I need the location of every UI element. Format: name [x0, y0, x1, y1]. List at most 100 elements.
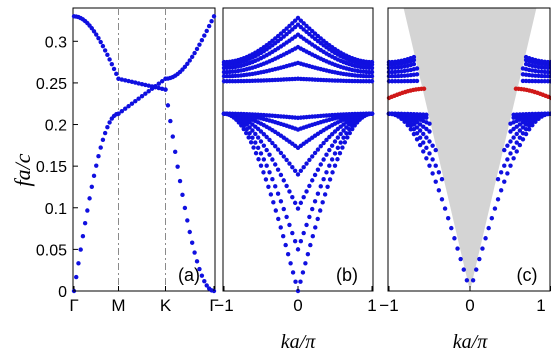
- panel-b-lower-band-point: [287, 189, 292, 194]
- panel-b-lower-band-point: [298, 168, 304, 173]
- panel-c-band-point: [417, 112, 423, 117]
- panel-b-lower-band-point: [267, 170, 272, 175]
- panel-a-band-0-point: [102, 130, 108, 136]
- panel-b-lower-band-point: [244, 130, 249, 136]
- panel-b-lower-band-point: [335, 135, 341, 140]
- panel-b-lower-band-point: [335, 145, 341, 151]
- panel-b-lower-band-point: [256, 157, 261, 162]
- panel-c-band-point: [508, 163, 513, 168]
- panel-b-lower-band-point: [251, 145, 256, 150]
- panel-c-band-point: [389, 69, 395, 75]
- panel-a-band-0-point: [156, 81, 161, 86]
- panel-b-lower-band-point: [298, 238, 304, 244]
- panel-b-lower-band-point: [287, 222, 292, 228]
- panel-c-xtick-label: 0: [465, 296, 474, 315]
- panel-a-band-0-point: [98, 145, 103, 150]
- panel-b-lower-band-point: [304, 161, 309, 166]
- panel-a-band-0-point: [136, 96, 141, 101]
- panel-a-xtick-label: M: [111, 296, 125, 315]
- panel-b-lower-band-point: [273, 208, 278, 213]
- panel-b-xtick-label: −1: [214, 296, 233, 315]
- panel-c-band-point: [523, 122, 529, 127]
- y-tick-label: 0.3: [45, 34, 67, 51]
- panel-b-lower-band-point: [329, 143, 335, 148]
- panel-b-lower-band-point: [307, 157, 312, 163]
- panel-b-lower-band-point: [298, 279, 303, 284]
- panel-c-band-point: [430, 171, 435, 176]
- panel-a-band-1-point: [197, 266, 202, 272]
- panel-c-band-point: [517, 128, 523, 133]
- panel-b-lower-band-point: [261, 170, 266, 175]
- panel-c-band-point: [424, 135, 429, 140]
- panel-b-lower-band-point: [327, 147, 332, 153]
- panel-c-band-point: [517, 135, 523, 140]
- panel-b-lower-band-point: [246, 135, 251, 140]
- panel-a-band-0-point: [199, 38, 205, 43]
- panel-a-band-1-point: [173, 149, 178, 155]
- panel-b-upper-band-point: [369, 69, 375, 75]
- panel-c-band-point: [427, 121, 432, 126]
- panel-c-band-point: [545, 79, 551, 84]
- panel-c-band-point: [393, 111, 398, 116]
- panel-a-band-1-point: [143, 82, 148, 88]
- panel-c-band-point: [492, 206, 498, 211]
- panel-b-lower-band-point: [308, 242, 313, 248]
- panel-a-band-1-point: [126, 78, 131, 84]
- panel-c-band-point: [514, 140, 519, 145]
- panel-a-band-0-point: [204, 28, 209, 34]
- panel-a-band-0-point: [80, 234, 86, 239]
- panel-b-lower-band-point: [270, 157, 275, 162]
- panel-b-lower-band-point: [264, 134, 269, 140]
- panel-b-lower-band-point: [310, 206, 315, 212]
- panel-c-band-point: [417, 142, 423, 148]
- panel-a-label: (a): [178, 265, 200, 285]
- panel-a-band-0-point: [78, 247, 83, 252]
- panel-b-lower-band-point: [324, 152, 329, 157]
- panel-c-band-point: [545, 69, 551, 75]
- panel-c-band-point: [511, 156, 516, 161]
- panel-b-lower-band-point: [278, 199, 284, 204]
- panel-b-lower-band-point: [321, 176, 326, 182]
- panel-a-band-0-point: [74, 274, 79, 280]
- panel-c-band-point: [536, 73, 541, 79]
- panel-b-lower-band-point: [273, 144, 278, 149]
- panel-b-lower-band-point: [264, 163, 269, 168]
- panel-a-band-1-point: [98, 39, 103, 45]
- panel-a-band-0-point: [139, 94, 145, 99]
- y-tick-label: 0.25: [36, 76, 67, 93]
- panel-b-lower-band-point: [344, 125, 349, 130]
- panel-b-lower-band-point: [278, 150, 284, 156]
- panel-c-band-point: [514, 124, 519, 129]
- panel-c-band-point: [408, 127, 414, 132]
- panel-c-band-point: [545, 65, 551, 71]
- panel-c-band-point: [414, 78, 420, 84]
- panel-c-band-point: [533, 111, 538, 117]
- panel-b-upper-band-point: [284, 26, 289, 31]
- panel-a-band-1-point: [165, 103, 171, 108]
- panel-b-lower-band-point: [310, 234, 315, 239]
- panel-a-band-1-point: [94, 32, 99, 37]
- panel-b-lower-band-point: [255, 145, 261, 151]
- panel-c-band-point: [520, 131, 526, 136]
- panel-c-band-point: [414, 131, 420, 136]
- panel-b-lower-band-point: [312, 150, 318, 156]
- panel-c-band-point: [511, 135, 516, 140]
- panel-c-frame: [387, 7, 551, 292]
- panel-b-lower-band-point: [278, 225, 283, 230]
- panel-b-lower-band-point: [261, 131, 267, 137]
- panel-c-band-point: [433, 179, 438, 184]
- y-tick-label: 0.1: [45, 201, 67, 218]
- panel-b-lower-band-point: [310, 154, 315, 159]
- panel-b-lower-band-point: [258, 139, 264, 144]
- panel-c-band-point: [436, 170, 442, 175]
- panel-b-lower-band-point: [275, 167, 281, 172]
- panel-c-band-point: [520, 78, 526, 84]
- panel-b-lower-band-point: [321, 140, 326, 146]
- panel-c-xtick-label: 1: [536, 296, 545, 315]
- panel-a-band-1-point: [116, 76, 121, 81]
- panel-a-band-0-point: [187, 58, 192, 63]
- panel-c-band-point: [514, 112, 519, 117]
- panel-c-band-point: [505, 157, 510, 162]
- panel-b-lower-band-point: [342, 140, 348, 145]
- panel-b-upper-band-point: [278, 31, 284, 36]
